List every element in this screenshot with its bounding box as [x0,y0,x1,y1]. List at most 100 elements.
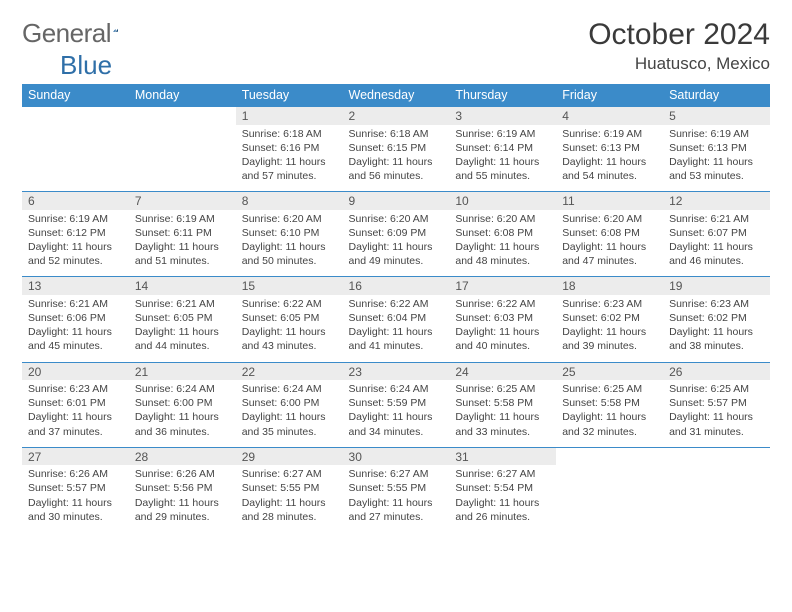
daylight-text: Daylight: 11 hours and 26 minutes. [455,496,550,524]
sunset-text: Sunset: 5:58 PM [455,396,550,410]
sunrise-text: Sunrise: 6:19 AM [455,127,550,141]
day-content-cell: Sunrise: 6:27 AMSunset: 5:55 PMDaylight:… [343,465,450,528]
daylight-text: Daylight: 11 hours and 35 minutes. [242,410,337,438]
daylight-text: Daylight: 11 hours and 55 minutes. [455,155,550,183]
day-number-cell: 14 [129,277,236,295]
weekday-header: Sunday [22,84,129,107]
sunset-text: Sunset: 6:00 PM [242,396,337,410]
day-number-cell: 31 [449,447,556,465]
day-content-cell: Sunrise: 6:20 AMSunset: 6:10 PMDaylight:… [236,210,343,277]
day-number-cell: 7 [129,192,236,210]
sunrise-text: Sunrise: 6:21 AM [28,297,123,311]
day-number-cell: 18 [556,277,663,295]
daylight-text: Daylight: 11 hours and 27 minutes. [349,496,444,524]
sunset-text: Sunset: 6:15 PM [349,141,444,155]
daylight-text: Daylight: 11 hours and 37 minutes. [28,410,123,438]
day-number-cell: 27 [22,447,129,465]
day-number-cell [556,447,663,465]
day-number-cell: 9 [343,192,450,210]
day-content-cell: Sunrise: 6:22 AMSunset: 6:04 PMDaylight:… [343,295,450,362]
sunrise-text: Sunrise: 6:24 AM [349,382,444,396]
sunrise-text: Sunrise: 6:27 AM [242,467,337,481]
sunset-text: Sunset: 6:08 PM [562,226,657,240]
sunrise-text: Sunrise: 6:27 AM [349,467,444,481]
day-number-cell [22,107,129,125]
day-content-cell: Sunrise: 6:20 AMSunset: 6:08 PMDaylight:… [449,210,556,277]
day-number-cell: 30 [343,447,450,465]
daylight-text: Daylight: 11 hours and 36 minutes. [135,410,230,438]
day-number-cell: 21 [129,362,236,380]
day-content-cell: Sunrise: 6:27 AMSunset: 5:55 PMDaylight:… [236,465,343,528]
sunset-text: Sunset: 5:54 PM [455,481,550,495]
daylight-text: Daylight: 11 hours and 39 minutes. [562,325,657,353]
day-content-cell [129,125,236,192]
day-content-row: Sunrise: 6:19 AMSunset: 6:12 PMDaylight:… [22,210,770,277]
day-content-cell: Sunrise: 6:27 AMSunset: 5:54 PMDaylight:… [449,465,556,528]
day-content-cell: Sunrise: 6:20 AMSunset: 6:08 PMDaylight:… [556,210,663,277]
sunset-text: Sunset: 5:59 PM [349,396,444,410]
sunset-text: Sunset: 6:02 PM [562,311,657,325]
sunset-text: Sunset: 6:11 PM [135,226,230,240]
sunrise-text: Sunrise: 6:21 AM [135,297,230,311]
day-content-row: Sunrise: 6:23 AMSunset: 6:01 PMDaylight:… [22,380,770,447]
sunset-text: Sunset: 6:06 PM [28,311,123,325]
sunset-text: Sunset: 6:05 PM [135,311,230,325]
daylight-text: Daylight: 11 hours and 32 minutes. [562,410,657,438]
sunrise-text: Sunrise: 6:23 AM [562,297,657,311]
day-number-cell: 12 [663,192,770,210]
daylight-text: Daylight: 11 hours and 52 minutes. [28,240,123,268]
daylight-text: Daylight: 11 hours and 57 minutes. [242,155,337,183]
sunrise-text: Sunrise: 6:26 AM [28,467,123,481]
sunrise-text: Sunrise: 6:24 AM [242,382,337,396]
title-block: October 2024 Huatusco, Mexico [588,18,770,74]
weekday-header: Wednesday [343,84,450,107]
day-content-cell: Sunrise: 6:20 AMSunset: 6:09 PMDaylight:… [343,210,450,277]
weekday-header: Saturday [663,84,770,107]
sunset-text: Sunset: 6:07 PM [669,226,764,240]
day-content-cell: Sunrise: 6:19 AMSunset: 6:13 PMDaylight:… [556,125,663,192]
sunset-text: Sunset: 5:57 PM [669,396,764,410]
location-label: Huatusco, Mexico [588,54,770,74]
sunset-text: Sunset: 6:12 PM [28,226,123,240]
sunrise-text: Sunrise: 6:21 AM [669,212,764,226]
day-content-cell: Sunrise: 6:21 AMSunset: 6:06 PMDaylight:… [22,295,129,362]
daylight-text: Daylight: 11 hours and 46 minutes. [669,240,764,268]
day-content-cell: Sunrise: 6:26 AMSunset: 5:57 PMDaylight:… [22,465,129,528]
sunrise-text: Sunrise: 6:23 AM [669,297,764,311]
day-number-cell: 16 [343,277,450,295]
sunrise-text: Sunrise: 6:19 AM [28,212,123,226]
sunrise-text: Sunrise: 6:26 AM [135,467,230,481]
day-number-cell: 4 [556,107,663,125]
sunrise-text: Sunrise: 6:24 AM [135,382,230,396]
day-content-cell [663,465,770,528]
day-content-cell: Sunrise: 6:24 AMSunset: 5:59 PMDaylight:… [343,380,450,447]
day-content-cell: Sunrise: 6:23 AMSunset: 6:01 PMDaylight:… [22,380,129,447]
daylight-text: Daylight: 11 hours and 30 minutes. [28,496,123,524]
daylight-text: Daylight: 11 hours and 29 minutes. [135,496,230,524]
sunset-text: Sunset: 6:05 PM [242,311,337,325]
weekday-header: Thursday [449,84,556,107]
sunset-text: Sunset: 6:13 PM [562,141,657,155]
sunset-text: Sunset: 6:02 PM [669,311,764,325]
sunset-text: Sunset: 5:55 PM [349,481,444,495]
day-content-cell: Sunrise: 6:22 AMSunset: 6:05 PMDaylight:… [236,295,343,362]
sunset-text: Sunset: 5:57 PM [28,481,123,495]
daylight-text: Daylight: 11 hours and 38 minutes. [669,325,764,353]
day-number-row: 13141516171819 [22,277,770,295]
weekday-header: Monday [129,84,236,107]
day-content-cell: Sunrise: 6:25 AMSunset: 5:57 PMDaylight:… [663,380,770,447]
daylight-text: Daylight: 11 hours and 49 minutes. [349,240,444,268]
sunrise-text: Sunrise: 6:20 AM [562,212,657,226]
sunset-text: Sunset: 6:01 PM [28,396,123,410]
day-number-cell: 10 [449,192,556,210]
day-content-cell [556,465,663,528]
day-number-row: 20212223242526 [22,362,770,380]
sunset-text: Sunset: 6:10 PM [242,226,337,240]
day-content-cell: Sunrise: 6:18 AMSunset: 6:16 PMDaylight:… [236,125,343,192]
day-number-cell: 19 [663,277,770,295]
day-content-cell: Sunrise: 6:19 AMSunset: 6:11 PMDaylight:… [129,210,236,277]
daylight-text: Daylight: 11 hours and 54 minutes. [562,155,657,183]
daylight-text: Daylight: 11 hours and 56 minutes. [349,155,444,183]
day-content-row: Sunrise: 6:26 AMSunset: 5:57 PMDaylight:… [22,465,770,528]
sunrise-text: Sunrise: 6:20 AM [242,212,337,226]
